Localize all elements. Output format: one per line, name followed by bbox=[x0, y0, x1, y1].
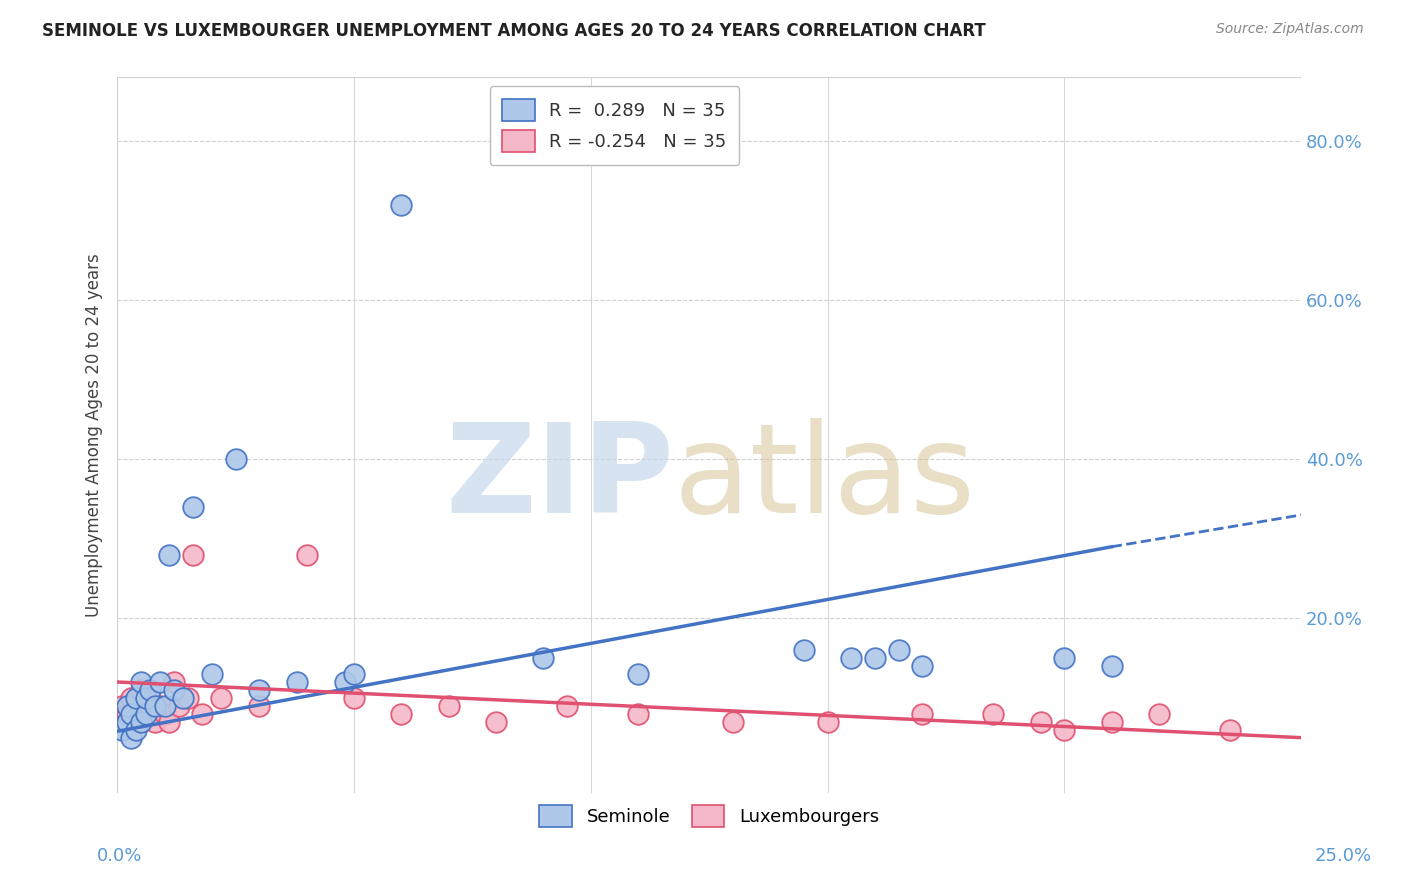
Point bbox=[173, 690, 195, 705]
Point bbox=[115, 706, 138, 721]
Point bbox=[149, 698, 172, 713]
Text: 0.0%: 0.0% bbox=[97, 847, 142, 864]
Point bbox=[157, 714, 180, 729]
Point bbox=[157, 548, 180, 562]
Text: ZIP: ZIP bbox=[444, 417, 673, 539]
Point bbox=[135, 690, 157, 705]
Point bbox=[389, 706, 412, 721]
Point bbox=[887, 643, 910, 657]
Text: Source: ZipAtlas.com: Source: ZipAtlas.com bbox=[1216, 22, 1364, 37]
Text: SEMINOLE VS LUXEMBOURGER UNEMPLOYMENT AMONG AGES 20 TO 24 YEARS CORRELATION CHAR: SEMINOLE VS LUXEMBOURGER UNEMPLOYMENT AM… bbox=[42, 22, 986, 40]
Point bbox=[125, 690, 148, 705]
Point bbox=[1219, 723, 1241, 737]
Point bbox=[839, 651, 862, 665]
Point bbox=[817, 714, 839, 729]
Point bbox=[120, 706, 142, 721]
Point bbox=[333, 675, 356, 690]
Point bbox=[721, 714, 744, 729]
Point bbox=[295, 548, 318, 562]
Point bbox=[153, 698, 176, 713]
Point bbox=[153, 706, 176, 721]
Point bbox=[343, 667, 366, 681]
Point bbox=[1101, 714, 1123, 729]
Point bbox=[209, 690, 232, 705]
Y-axis label: Unemployment Among Ages 20 to 24 years: Unemployment Among Ages 20 to 24 years bbox=[86, 253, 103, 617]
Point bbox=[1147, 706, 1170, 721]
Point bbox=[247, 698, 270, 713]
Point bbox=[531, 651, 554, 665]
Point bbox=[911, 706, 934, 721]
Point bbox=[163, 675, 186, 690]
Point bbox=[201, 667, 224, 681]
Point bbox=[485, 714, 508, 729]
Point bbox=[437, 698, 460, 713]
Point bbox=[181, 548, 204, 562]
Point bbox=[177, 690, 200, 705]
Point bbox=[125, 723, 148, 737]
Point bbox=[143, 698, 166, 713]
Point bbox=[555, 698, 578, 713]
Point bbox=[1053, 723, 1076, 737]
Point bbox=[149, 675, 172, 690]
Point bbox=[191, 706, 214, 721]
Point bbox=[1029, 714, 1052, 729]
Point bbox=[1101, 659, 1123, 673]
Point bbox=[627, 667, 650, 681]
Point bbox=[139, 690, 162, 705]
Point bbox=[129, 714, 152, 729]
Point bbox=[181, 500, 204, 514]
Point bbox=[139, 682, 162, 697]
Point bbox=[143, 714, 166, 729]
Point bbox=[627, 706, 650, 721]
Point bbox=[111, 723, 134, 737]
Point bbox=[389, 197, 412, 211]
Point bbox=[129, 682, 152, 697]
Point bbox=[129, 675, 152, 690]
Point bbox=[225, 452, 247, 467]
Point bbox=[1053, 651, 1076, 665]
Point bbox=[863, 651, 886, 665]
Point bbox=[135, 706, 157, 721]
Text: 25.0%: 25.0% bbox=[1315, 847, 1371, 864]
Point bbox=[793, 643, 815, 657]
Point bbox=[129, 698, 152, 713]
Point bbox=[343, 690, 366, 705]
Legend: Seminole, Luxembourgers: Seminole, Luxembourgers bbox=[533, 798, 886, 834]
Point bbox=[247, 682, 270, 697]
Point bbox=[120, 690, 142, 705]
Point bbox=[911, 659, 934, 673]
Point bbox=[115, 698, 138, 713]
Point bbox=[135, 706, 157, 721]
Point bbox=[125, 714, 148, 729]
Point bbox=[163, 682, 186, 697]
Point bbox=[115, 714, 138, 729]
Point bbox=[167, 698, 190, 713]
Point bbox=[285, 675, 308, 690]
Point bbox=[111, 698, 134, 713]
Text: atlas: atlas bbox=[673, 417, 976, 539]
Point bbox=[120, 731, 142, 745]
Point bbox=[981, 706, 1004, 721]
